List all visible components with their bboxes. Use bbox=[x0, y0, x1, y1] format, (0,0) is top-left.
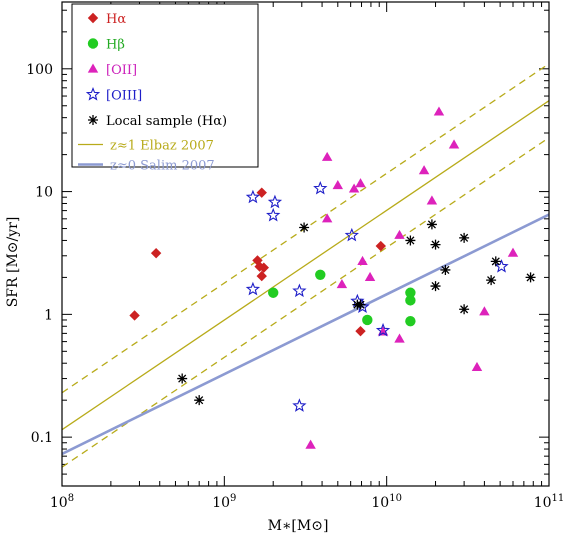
legend: Hα Hβ [OII] [OIII] Local sample (Hα) z≈1 Elba… bbox=[71, 3, 259, 174]
legend-label: [OII] bbox=[106, 63, 137, 78]
data-point bbox=[394, 229, 405, 239]
y-tick-label: 10 bbox=[35, 185, 53, 201]
data-point bbox=[375, 322, 391, 337]
data-point bbox=[405, 235, 416, 246]
y-tick-label: 100 bbox=[26, 62, 53, 78]
data-point bbox=[177, 373, 188, 384]
y-axis-label: SFR [M⊙/yr] bbox=[5, 217, 21, 308]
data-point bbox=[292, 283, 307, 298]
data-point bbox=[129, 310, 140, 321]
data-point bbox=[459, 304, 470, 315]
data-point bbox=[267, 194, 283, 209]
data-point bbox=[405, 287, 416, 298]
data-point bbox=[258, 262, 269, 273]
data-points bbox=[129, 106, 536, 449]
data-point bbox=[426, 195, 438, 205]
legend-label: Hα bbox=[106, 12, 126, 27]
data-point bbox=[268, 287, 279, 298]
data-point bbox=[459, 232, 470, 243]
data-point bbox=[332, 180, 344, 190]
legend-marker bbox=[87, 38, 99, 49]
data-point bbox=[245, 189, 261, 204]
data-point bbox=[315, 269, 326, 280]
data-point bbox=[448, 139, 460, 149]
legend-label: Local sample (Hα) bbox=[106, 114, 227, 129]
data-point bbox=[525, 272, 536, 283]
data-point bbox=[430, 281, 441, 292]
data-point bbox=[494, 259, 509, 273]
plot-frame bbox=[61, 1, 550, 487]
data-point bbox=[355, 178, 366, 188]
data-point bbox=[245, 281, 261, 296]
trend-line bbox=[62, 213, 549, 456]
x-tick-label: 1010 bbox=[371, 493, 402, 511]
y-tick-label: 1 bbox=[44, 307, 53, 323]
data-point bbox=[418, 165, 430, 175]
legend-box bbox=[71, 3, 259, 168]
data-point bbox=[292, 398, 307, 412]
legend-label: z≈1 Elbaz 2007 bbox=[110, 139, 214, 154]
data-point bbox=[394, 333, 405, 343]
data-point bbox=[194, 395, 205, 406]
data-point bbox=[348, 183, 360, 193]
data-point bbox=[305, 439, 316, 449]
data-point bbox=[479, 306, 490, 316]
data-point bbox=[486, 275, 497, 286]
data-point bbox=[507, 247, 519, 257]
legend-label: Hβ bbox=[106, 38, 125, 53]
data-point bbox=[321, 213, 333, 223]
data-point bbox=[256, 270, 267, 282]
legend-label: z≈0 Salim 2007 bbox=[110, 159, 215, 174]
data-point bbox=[344, 227, 359, 242]
data-point bbox=[430, 239, 441, 250]
x-axis-label: M∗[M⊙] bbox=[268, 518, 329, 534]
data-point bbox=[405, 295, 416, 306]
data-point bbox=[364, 271, 376, 281]
data-point bbox=[433, 106, 445, 116]
tick-marks bbox=[61, 2, 549, 487]
data-point bbox=[440, 264, 451, 275]
data-point bbox=[426, 219, 437, 230]
data-point bbox=[266, 207, 281, 222]
data-point bbox=[362, 314, 373, 326]
data-point bbox=[357, 255, 368, 265]
data-point bbox=[150, 247, 162, 259]
legend-label: [OIII] bbox=[106, 89, 142, 104]
x-tick-label: 1011 bbox=[534, 493, 565, 511]
data-point bbox=[355, 325, 366, 337]
data-point bbox=[471, 361, 483, 371]
legend-marker bbox=[85, 86, 101, 101]
data-point bbox=[336, 279, 348, 289]
data-point bbox=[355, 299, 366, 310]
data-point bbox=[321, 151, 333, 161]
legend-marker bbox=[88, 115, 98, 125]
x-tick-label: 109 bbox=[212, 493, 236, 511]
legend-marker bbox=[87, 12, 99, 24]
x-tick-label: 108 bbox=[50, 493, 74, 511]
y-tick-label: 0.1 bbox=[31, 430, 53, 446]
trend-line bbox=[62, 137, 549, 468]
data-point bbox=[375, 240, 386, 252]
data-point bbox=[405, 315, 416, 327]
legend-marker bbox=[87, 63, 99, 73]
data-point bbox=[490, 256, 501, 267]
data-point bbox=[299, 222, 310, 233]
tick-labels: 108 109 1010 1011 100 10 1 0.1 bbox=[26, 62, 564, 511]
trend-line bbox=[62, 100, 549, 431]
data-point bbox=[313, 180, 328, 195]
